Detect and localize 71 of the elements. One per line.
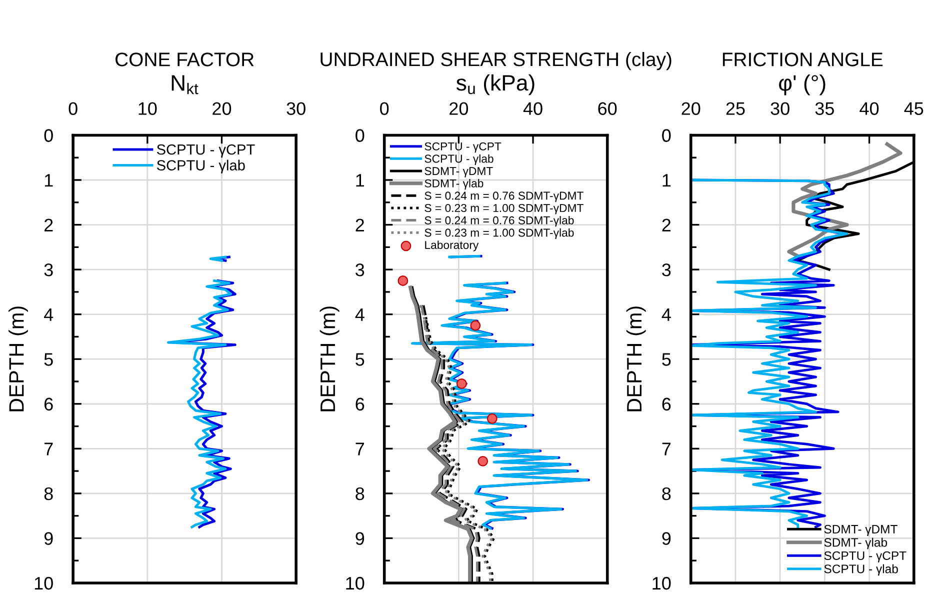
y-tick-label: 9 [44,532,53,545]
legend-label: SCPTU - γCPT [156,144,255,158]
y-tick-label: 7 [44,442,53,456]
legend-label: SDMT- γDMT [424,167,493,178]
legend-label: SCPTU - γlab [824,564,898,576]
y-tick-label: 6 [662,398,671,411]
y-tick-label: 0 [44,129,53,142]
y-tick-label: 8 [662,487,671,500]
y-tick-label: 3 [662,263,671,276]
y-tick-label: 3 [356,263,364,276]
x-tick-label: 25 [726,102,745,115]
legend-label: SCPTU - γlab [424,154,494,165]
x-tick-label: 10 [138,102,157,115]
x-axis-title: s$_{u}$ (kPa) [456,74,534,96]
y-tick-label: 0 [662,129,671,142]
legend-label: S = 0.24 m = 0.76 SDMT-γDMT [424,192,584,202]
y-tick-label: 3 [44,263,53,276]
y-tick-label: 7 [356,442,364,456]
x-tick-label: 30 [286,102,306,115]
x-tick-label: 40 [523,102,542,115]
x-tick-label: 20 [212,102,232,115]
y-tick-label: 1 [44,174,53,187]
y-tick-label: 4 [662,308,671,321]
x-axis-title: φ' (°) [779,74,826,96]
y-tick-label: 2 [356,218,364,232]
y-tick-label: 2 [44,218,53,232]
y-axis-title: DEPTH (m) [626,306,646,412]
legend-label: S = 0.24 m = 0.76 SDMT-γlab [424,216,574,227]
legend-label: SCPTU - γCPT [824,551,906,562]
y-axis-title: DEPTH (m) [320,306,340,412]
x-tick-label: 30 [770,102,790,115]
y-tick-label: 5 [356,353,364,366]
y-tick-label: 10 [346,576,364,590]
y-tick-label: 9 [356,532,364,545]
x-tick-label: 0 [380,102,389,115]
legend-label: SDMT- γlab [424,179,484,190]
y-tick-label: 8 [356,487,364,500]
y-tick-label: 4 [355,308,364,321]
y-tick-label: 4 [44,308,54,321]
y-tick-label: 10 [652,576,671,590]
x-tick-label: 20 [682,102,700,115]
x-axis-title: N$_{kt}$ [172,75,198,94]
legend-label: SCPTU - γlab [156,160,245,174]
y-tick-label: 7 [662,442,671,456]
x-tick-label: 45 [904,102,924,115]
y-tick-label: 1 [662,174,671,187]
x-tick-label: 60 [598,102,617,115]
chart-title: UNDRAINED SHEAR STRENGTH (clay) [320,52,672,70]
y-tick-label: 2 [662,218,671,232]
legend-label: SCPTU - γCPT [424,142,502,153]
x-tick-label: 35 [815,102,834,115]
y-tick-label: 5 [662,353,671,366]
y-tick-label: 6 [356,398,364,411]
legend-label: S = 0.23 m = 1.00 SDMT-γlab [424,228,574,239]
y-tick-label: 6 [44,398,53,411]
y-tick-label: 10 [34,576,53,590]
y-axis-title: DEPTH (m) [8,306,28,412]
legend-label: SDMT- γlab [824,538,888,550]
x-tick-label: 0 [68,102,78,115]
y-tick-label: 5 [44,353,53,366]
y-tick-label: 0 [356,129,364,142]
legend-label: S = 0.23 m = 1.00 SDMT-γDMT [424,204,584,214]
y-tick-label: 8 [44,487,53,500]
y-tick-label: 9 [662,532,671,545]
legend-label: SDMT- γDMT [824,524,898,536]
chart-title: FRICTION ANGLE [722,52,883,66]
x-tick-label: 40 [860,102,879,115]
chart-title: CONE FACTOR [116,52,254,66]
y-tick-label: 1 [356,174,364,187]
x-tick-label: 20 [450,102,468,115]
legend-label: Laboratory [425,240,479,252]
